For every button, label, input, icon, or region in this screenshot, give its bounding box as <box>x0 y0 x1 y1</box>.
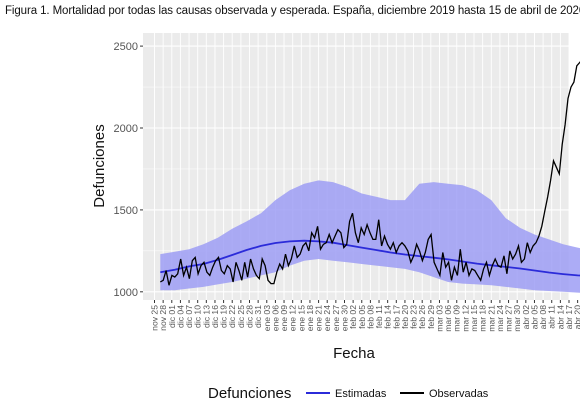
x-tick-label: ene 15 <box>296 305 306 332</box>
y-axis-ticks: 1000 1500 2000 2500 <box>114 41 143 299</box>
x-tick-label: ene 30 <box>340 305 350 332</box>
x-tick-label: mar 12 <box>460 305 470 332</box>
x-tick-label: dic 04 <box>175 305 185 328</box>
x-tick-label: feb 05 <box>357 305 367 329</box>
x-tick-label: feb 11 <box>374 305 384 328</box>
x-tick-label: abr 11 <box>547 305 557 329</box>
x-tick-label: ene 24 <box>322 305 332 332</box>
y-tick-label: 2000 <box>114 123 138 135</box>
x-tick-label: dic 10 <box>193 305 203 328</box>
x-tick-label: dic 28 <box>245 305 255 328</box>
x-tick-label: feb 08 <box>365 305 375 329</box>
legend-label-estimadas: Estimadas <box>335 388 387 400</box>
x-tick-label: dic 22 <box>227 305 237 328</box>
x-tick-label: dic 13 <box>201 305 211 328</box>
x-tick-label: feb 20 <box>400 305 410 329</box>
series-line-estimadas <box>160 239 580 277</box>
x-tick-label: feb 29 <box>426 305 436 329</box>
x-tick-label: ene 18 <box>305 305 315 332</box>
x-tick-label: abr 02 <box>521 305 531 330</box>
legend: Defunciones Estimadas Observadas <box>208 385 489 402</box>
x-tick-label: dic 01 <box>167 305 177 328</box>
x-tick-label: nov 25 <box>150 305 160 331</box>
x-tick-label: feb 02 <box>348 305 358 329</box>
x-tick-label: mar 21 <box>486 305 496 332</box>
x-tick-label: feb 23 <box>409 305 419 329</box>
figure-title: Figura 1. Mortalidad por todas las causa… <box>5 5 580 17</box>
x-tick-label: dic 07 <box>184 305 194 328</box>
x-tick-label: abr 20 <box>573 305 580 330</box>
x-tick-label: mar 27 <box>504 305 514 332</box>
x-tick-label: ene 09 <box>279 305 289 332</box>
y-axis-title: Defunciones <box>91 124 108 207</box>
x-tick-label: dic 19 <box>219 305 229 328</box>
x-tick-label: dic 16 <box>210 305 220 328</box>
legend-title: Defunciones <box>208 385 291 402</box>
x-tick-label: ene 27 <box>331 305 341 332</box>
x-tick-label: mar 15 <box>469 305 479 332</box>
x-tick-label: mar 18 <box>478 305 488 332</box>
x-tick-label: abr 17 <box>564 305 574 330</box>
x-tick-label: ene 03 <box>262 305 272 332</box>
x-tick-label: mar 24 <box>495 305 505 332</box>
series-line-observadas <box>159 61 580 286</box>
x-tick-label: nov 28 <box>158 305 168 331</box>
y-tick-label: 2500 <box>114 41 138 53</box>
x-tick-label: mar 09 <box>452 305 462 332</box>
x-axis-title: Fecha <box>333 345 375 362</box>
y-tick-label: 1500 <box>114 205 138 217</box>
x-tick-label: ene 12 <box>288 305 298 332</box>
x-tick-label: abr 08 <box>538 305 548 330</box>
x-tick-label: dic 31 <box>253 305 263 328</box>
x-tick-label: ene 06 <box>270 305 280 332</box>
x-tick-label: abr 14 <box>555 305 565 330</box>
x-tick-label: ene 21 <box>314 305 324 332</box>
y-tick-label: 1000 <box>114 287 138 299</box>
x-tick-label: dic 25 <box>236 305 246 328</box>
x-tick-label: abr 05 <box>530 305 540 330</box>
x-tick-label: feb 26 <box>417 305 427 329</box>
x-tick-label: mar 30 <box>512 305 522 332</box>
x-tick-label: mar 06 <box>443 305 453 332</box>
x-tick-label: feb 14 <box>383 305 393 329</box>
x-tick-label: mar 03 <box>435 305 445 332</box>
x-tick-label: feb 17 <box>391 305 401 329</box>
legend-label-observadas: Observadas <box>429 388 489 400</box>
